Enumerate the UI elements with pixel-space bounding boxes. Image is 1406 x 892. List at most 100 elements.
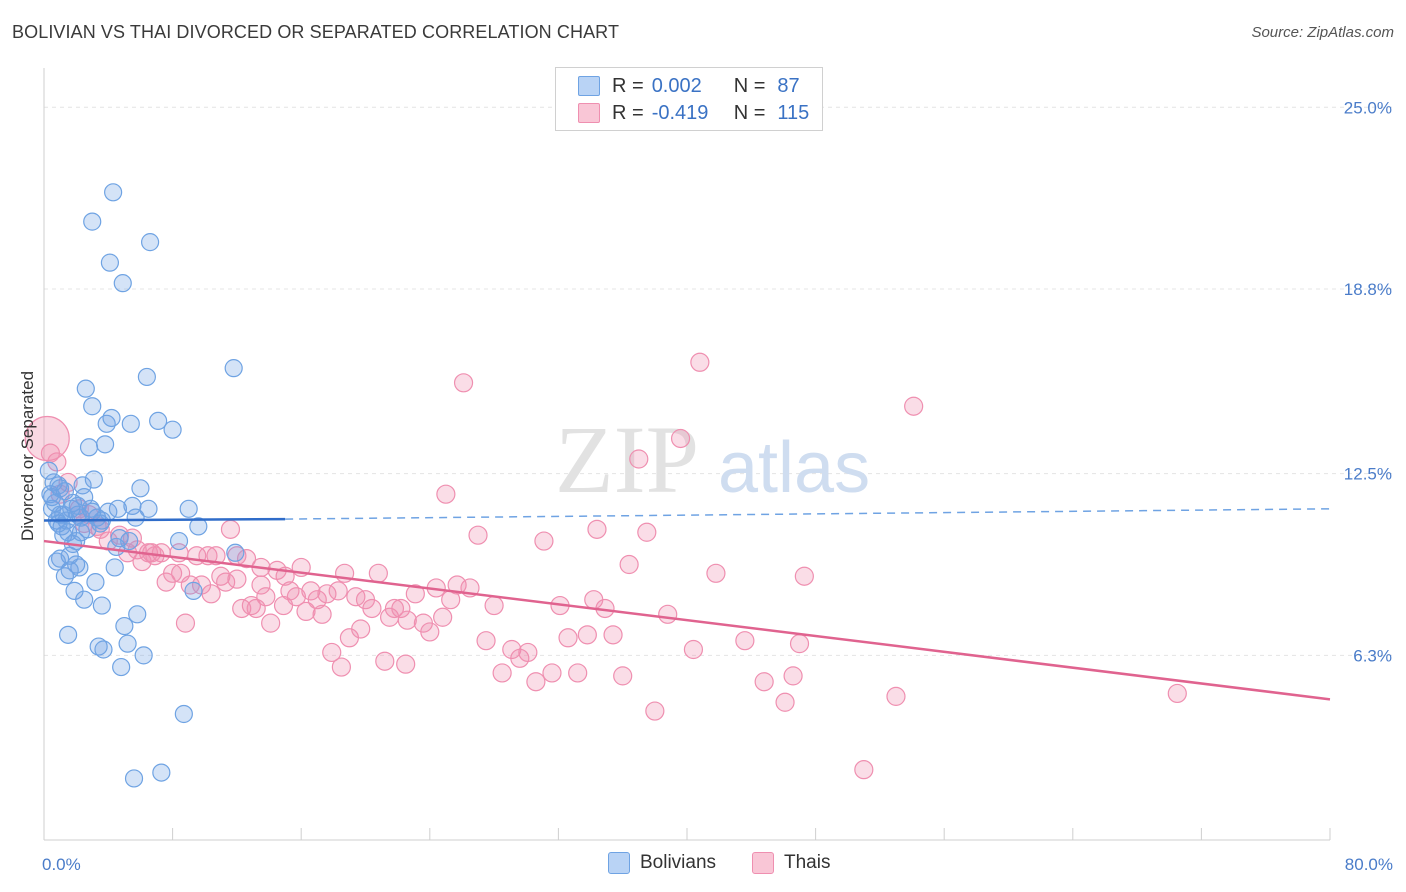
thais-point [690,352,710,372]
gridlines [44,106,1392,656]
trend-lines [43,508,1331,701]
thais-point [201,584,221,604]
thais-point [670,428,691,449]
x-tick-label: 0.0% [42,855,81,874]
thais-point [362,598,382,619]
thais-point [526,672,546,692]
thais-point [420,622,440,642]
bolivians-point [149,411,168,430]
thais-point [322,642,342,663]
bolivians-point [108,499,128,518]
bolivians-point [131,479,150,498]
bolivians-point [140,233,160,252]
thais-point [286,587,306,607]
bolivians-point [137,367,156,387]
thais-point [312,604,332,624]
thais-point [706,563,726,583]
legend-item-thais: Thais [752,852,830,874]
legend-r-label: R = [612,74,644,97]
legend-n-value: 115 [777,101,810,124]
thais-point [405,584,425,604]
thais-point [396,654,416,674]
legend-swatch-pink [578,103,600,123]
thais-point [206,546,226,566]
thais-point [683,639,704,660]
thais-point [775,692,795,712]
thais-point [854,760,874,780]
bolivians-point [59,625,78,644]
bolivians-point [184,581,203,600]
thais-point [542,663,562,683]
bolivians-trend-line [43,517,286,522]
bolivians-point [50,479,70,498]
legend-r-label: R = [612,101,644,124]
bolivians-point [104,183,123,202]
bolivians-point [128,605,147,624]
y-tick-label: 6.3% [1353,646,1392,665]
watermark: ZIP atlas [555,406,870,513]
thais-point [397,610,417,630]
bolivians-point [189,517,208,536]
bolivians-point [224,359,243,378]
bolivians-point [79,438,99,457]
legend-r-value: 0.002 [651,74,702,97]
thais-point [328,581,348,601]
bolivians-point [71,508,91,527]
bolivians-point [39,461,58,480]
legend-label-bolivians: Bolivians [640,852,717,873]
thais-point [754,672,774,692]
source-label: Source: ZipAtlas.com [1251,24,1394,41]
bolivians-point [118,634,137,653]
bolivians-point [139,499,158,518]
legend-swatch-blue [578,76,600,96]
bolivians-point [174,704,193,724]
thais-point [122,528,143,548]
thais-point [256,587,276,607]
thais-point [534,531,554,551]
bolivians-point [97,414,116,433]
thais-point [637,522,657,542]
thais-point [175,613,196,633]
bolivians-point [86,572,105,592]
y-axis-label: Divorced or Separated [18,371,37,541]
bolivians-point [94,640,113,659]
thais-point [484,595,504,616]
legend-n-label: N = [733,74,766,97]
thais-point [368,563,388,583]
thais-point [645,701,665,721]
bolivians-point [83,212,102,231]
bolivians-point [63,493,83,513]
thais-point [603,625,623,645]
legend-row-bolivians: R = 0.002 N = 87 [578,73,800,99]
bolivians-point [47,552,66,571]
thais-point [613,666,633,686]
thais-point [433,607,453,627]
thais-point [558,628,578,648]
bolivians-point [163,420,182,439]
thais-point [391,598,411,619]
bolivians-trend-extension [285,508,1331,520]
thais-point [331,657,351,677]
legend-swatch-bolivians [608,852,630,874]
legend-item-bolivians: Bolivians [608,852,716,874]
thais-point [1167,683,1187,704]
bolivians-point [76,379,95,398]
y-tick-label: 12.5% [1344,465,1392,484]
thais-point [735,631,755,651]
bolivians-points [39,183,245,788]
bolivians-point [115,616,134,636]
axes [43,68,1331,841]
bolivians-point [113,274,132,293]
bolivians-point [60,561,79,580]
bolivians-point [83,502,102,521]
thais-point [453,373,474,393]
bolivians-point [179,499,198,518]
bolivians-point [89,637,108,656]
thais-point [886,686,906,706]
thais-point [476,631,496,651]
thais-point [584,590,604,610]
thais-point [384,598,405,619]
thais-point [577,625,597,645]
stats-legend: R = 0.002 N = 87 R = -0.419 N = 115 [555,67,823,131]
